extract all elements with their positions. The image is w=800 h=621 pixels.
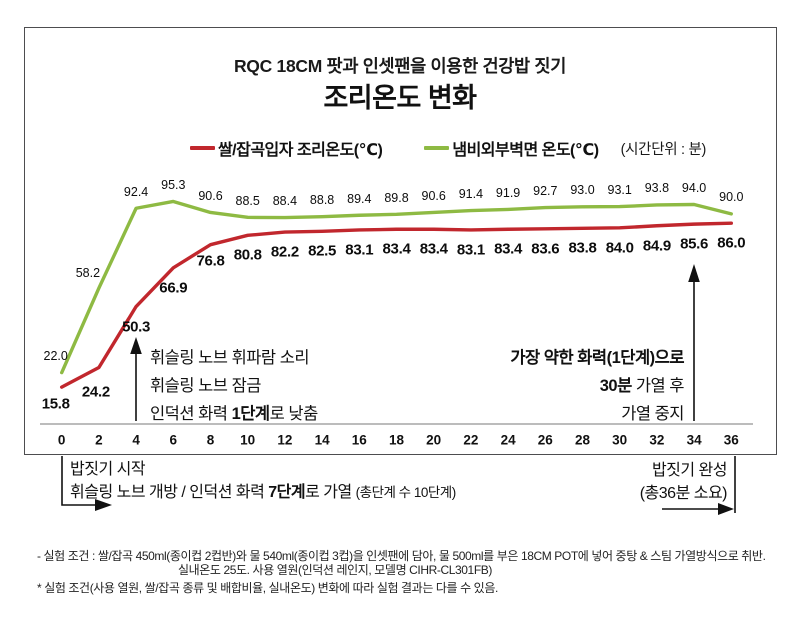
data-label: 95.3 [161, 177, 186, 192]
annotation-line: 휘슬링 노브 개방 / 인덕션 화력 7단계로 가열 (총단계 수 10단계) [70, 484, 456, 501]
annotation-line: 밥짓기 완성 [651, 462, 728, 479]
x-tick-label: 16 [351, 432, 367, 448]
data-label: 24.2 [81, 383, 110, 401]
start-arrow-head [95, 499, 112, 511]
data-label: 83.4 [419, 240, 448, 258]
x-tick-label: 2 [95, 432, 103, 448]
data-label: 85.6 [680, 235, 709, 253]
x-tick-label: 8 [206, 432, 215, 448]
data-label: 92.4 [123, 184, 149, 199]
x-tick-label: 26 [537, 432, 553, 448]
data-label: 82.5 [308, 242, 337, 260]
x-tick-label: 6 [169, 432, 178, 448]
data-label: 50.3 [122, 318, 151, 336]
data-label: 93.8 [644, 181, 670, 196]
data-label: 86.0 [717, 234, 746, 252]
data-label: 83.1 [345, 241, 374, 259]
x-tick-label: 10 [240, 432, 256, 448]
data-label: 83.6 [531, 240, 560, 258]
data-label: 76.8 [196, 252, 225, 270]
data-label: 93.0 [570, 183, 595, 198]
footnote-2: 실내온도 25도. 사용 열원(인덕션 레인지, 모델명 CIHR-CL301F… [178, 563, 492, 577]
data-label: 82.2 [270, 243, 299, 261]
weak-heat-arrow-head [688, 264, 700, 282]
annotation-line: 휘슬링 노브 잠금 [150, 377, 261, 395]
x-tick-label: 36 [723, 432, 739, 448]
rice-line-swatch [189, 146, 215, 150]
data-label: 89.8 [384, 190, 409, 205]
chart-frame [24, 27, 777, 455]
footnote-1: - 실험 조건 : 쌀/잡곡 450ml(종이컵 2컵반)와 물 540ml(종… [37, 549, 766, 563]
data-label: 88.5 [235, 193, 260, 208]
data-label: 84.9 [642, 237, 671, 255]
start-bracket-line [61, 456, 96, 506]
x-tick-label: 34 [686, 432, 702, 448]
data-label: 88.4 [272, 194, 298, 209]
finish-arrow-head [718, 503, 734, 515]
data-label: 84.0 [605, 239, 634, 257]
data-label: 66.9 [159, 279, 188, 297]
data-label: 15.8 [41, 395, 70, 413]
data-label: 58.2 [75, 265, 101, 280]
annotation-line: 가열 중지 [621, 405, 684, 423]
data-label: 90.6 [421, 188, 446, 203]
annotation-line: 가장 약한 화력(1단계)으로 [510, 349, 684, 367]
x-tick-label: 12 [277, 432, 293, 448]
pot-line-swatch [424, 146, 450, 150]
x-tick-label: 30 [612, 432, 628, 448]
data-label: 90.6 [198, 188, 223, 203]
rice-temp-line [60, 221, 733, 389]
time-unit-note: (시간단위 : 분) [620, 141, 707, 158]
data-label: 93.1 [607, 183, 632, 198]
annotation-line: 밥짓기 시작 [70, 461, 146, 478]
annotation-line: 30분 가열 후 [599, 377, 685, 395]
x-tick-label: 4 [132, 432, 140, 448]
data-label: 92.7 [533, 184, 558, 199]
legend-pot-label: 냄비외부벽면 온도(℃) [452, 142, 599, 159]
x-tick-label: 28 [574, 432, 591, 448]
data-label: 83.4 [494, 240, 523, 258]
pot-temp-line [60, 199, 733, 375]
data-label: 89.4 [347, 191, 372, 206]
legend-rice-label: 쌀/잡곡입자 조리온도(℃) [217, 142, 383, 159]
annotation-line: 인덕션 화력 1단계로 낮춤 [150, 405, 318, 423]
annotation-line: 휘슬링 노브 휘파람 소리 [150, 349, 310, 367]
x-tick-label: 14 [314, 432, 330, 448]
legend: 쌀/잡곡입자 조리온도(℃) 냄비외부벽면 온도(℃) (시간단위 : 분) [96, 136, 800, 160]
x-tick-label: 0 [57, 432, 66, 448]
data-label: 83.1 [456, 241, 485, 259]
x-tick-label: 22 [463, 432, 479, 448]
x-tick-label: 20 [426, 432, 442, 448]
x-tick-label: 18 [388, 432, 405, 448]
data-label: 91.9 [495, 185, 521, 200]
chart-title: RQC 18CM 팟과 인셋팬을 이용한 건강밥 짓기 [233, 56, 567, 76]
data-label: 94.0 [681, 181, 707, 195]
annotation-line: (총36분 소요) [639, 485, 728, 502]
footnote-3: * 실험 조건(사용 열원, 쌀/잡곡 종류 및 배합비율, 실내온도) 변화에… [37, 581, 498, 595]
whistle-arrow-head [130, 337, 142, 354]
data-label: 91.4 [458, 187, 484, 202]
data-label: 90.0 [719, 190, 744, 205]
data-label: 83.8 [568, 239, 597, 257]
x-tick-label: 32 [649, 432, 665, 448]
data-label: 83.4 [382, 240, 411, 258]
chart-subtitle: 조리온도 변화 [323, 83, 477, 113]
data-label: 80.8 [233, 246, 262, 264]
data-label: 22.0 [43, 349, 68, 364]
finish-annotation: 밥짓기 완성 (총36분 소요) [639, 459, 728, 505]
data-label: 88.8 [309, 193, 335, 208]
x-tick-label: 24 [500, 432, 516, 448]
